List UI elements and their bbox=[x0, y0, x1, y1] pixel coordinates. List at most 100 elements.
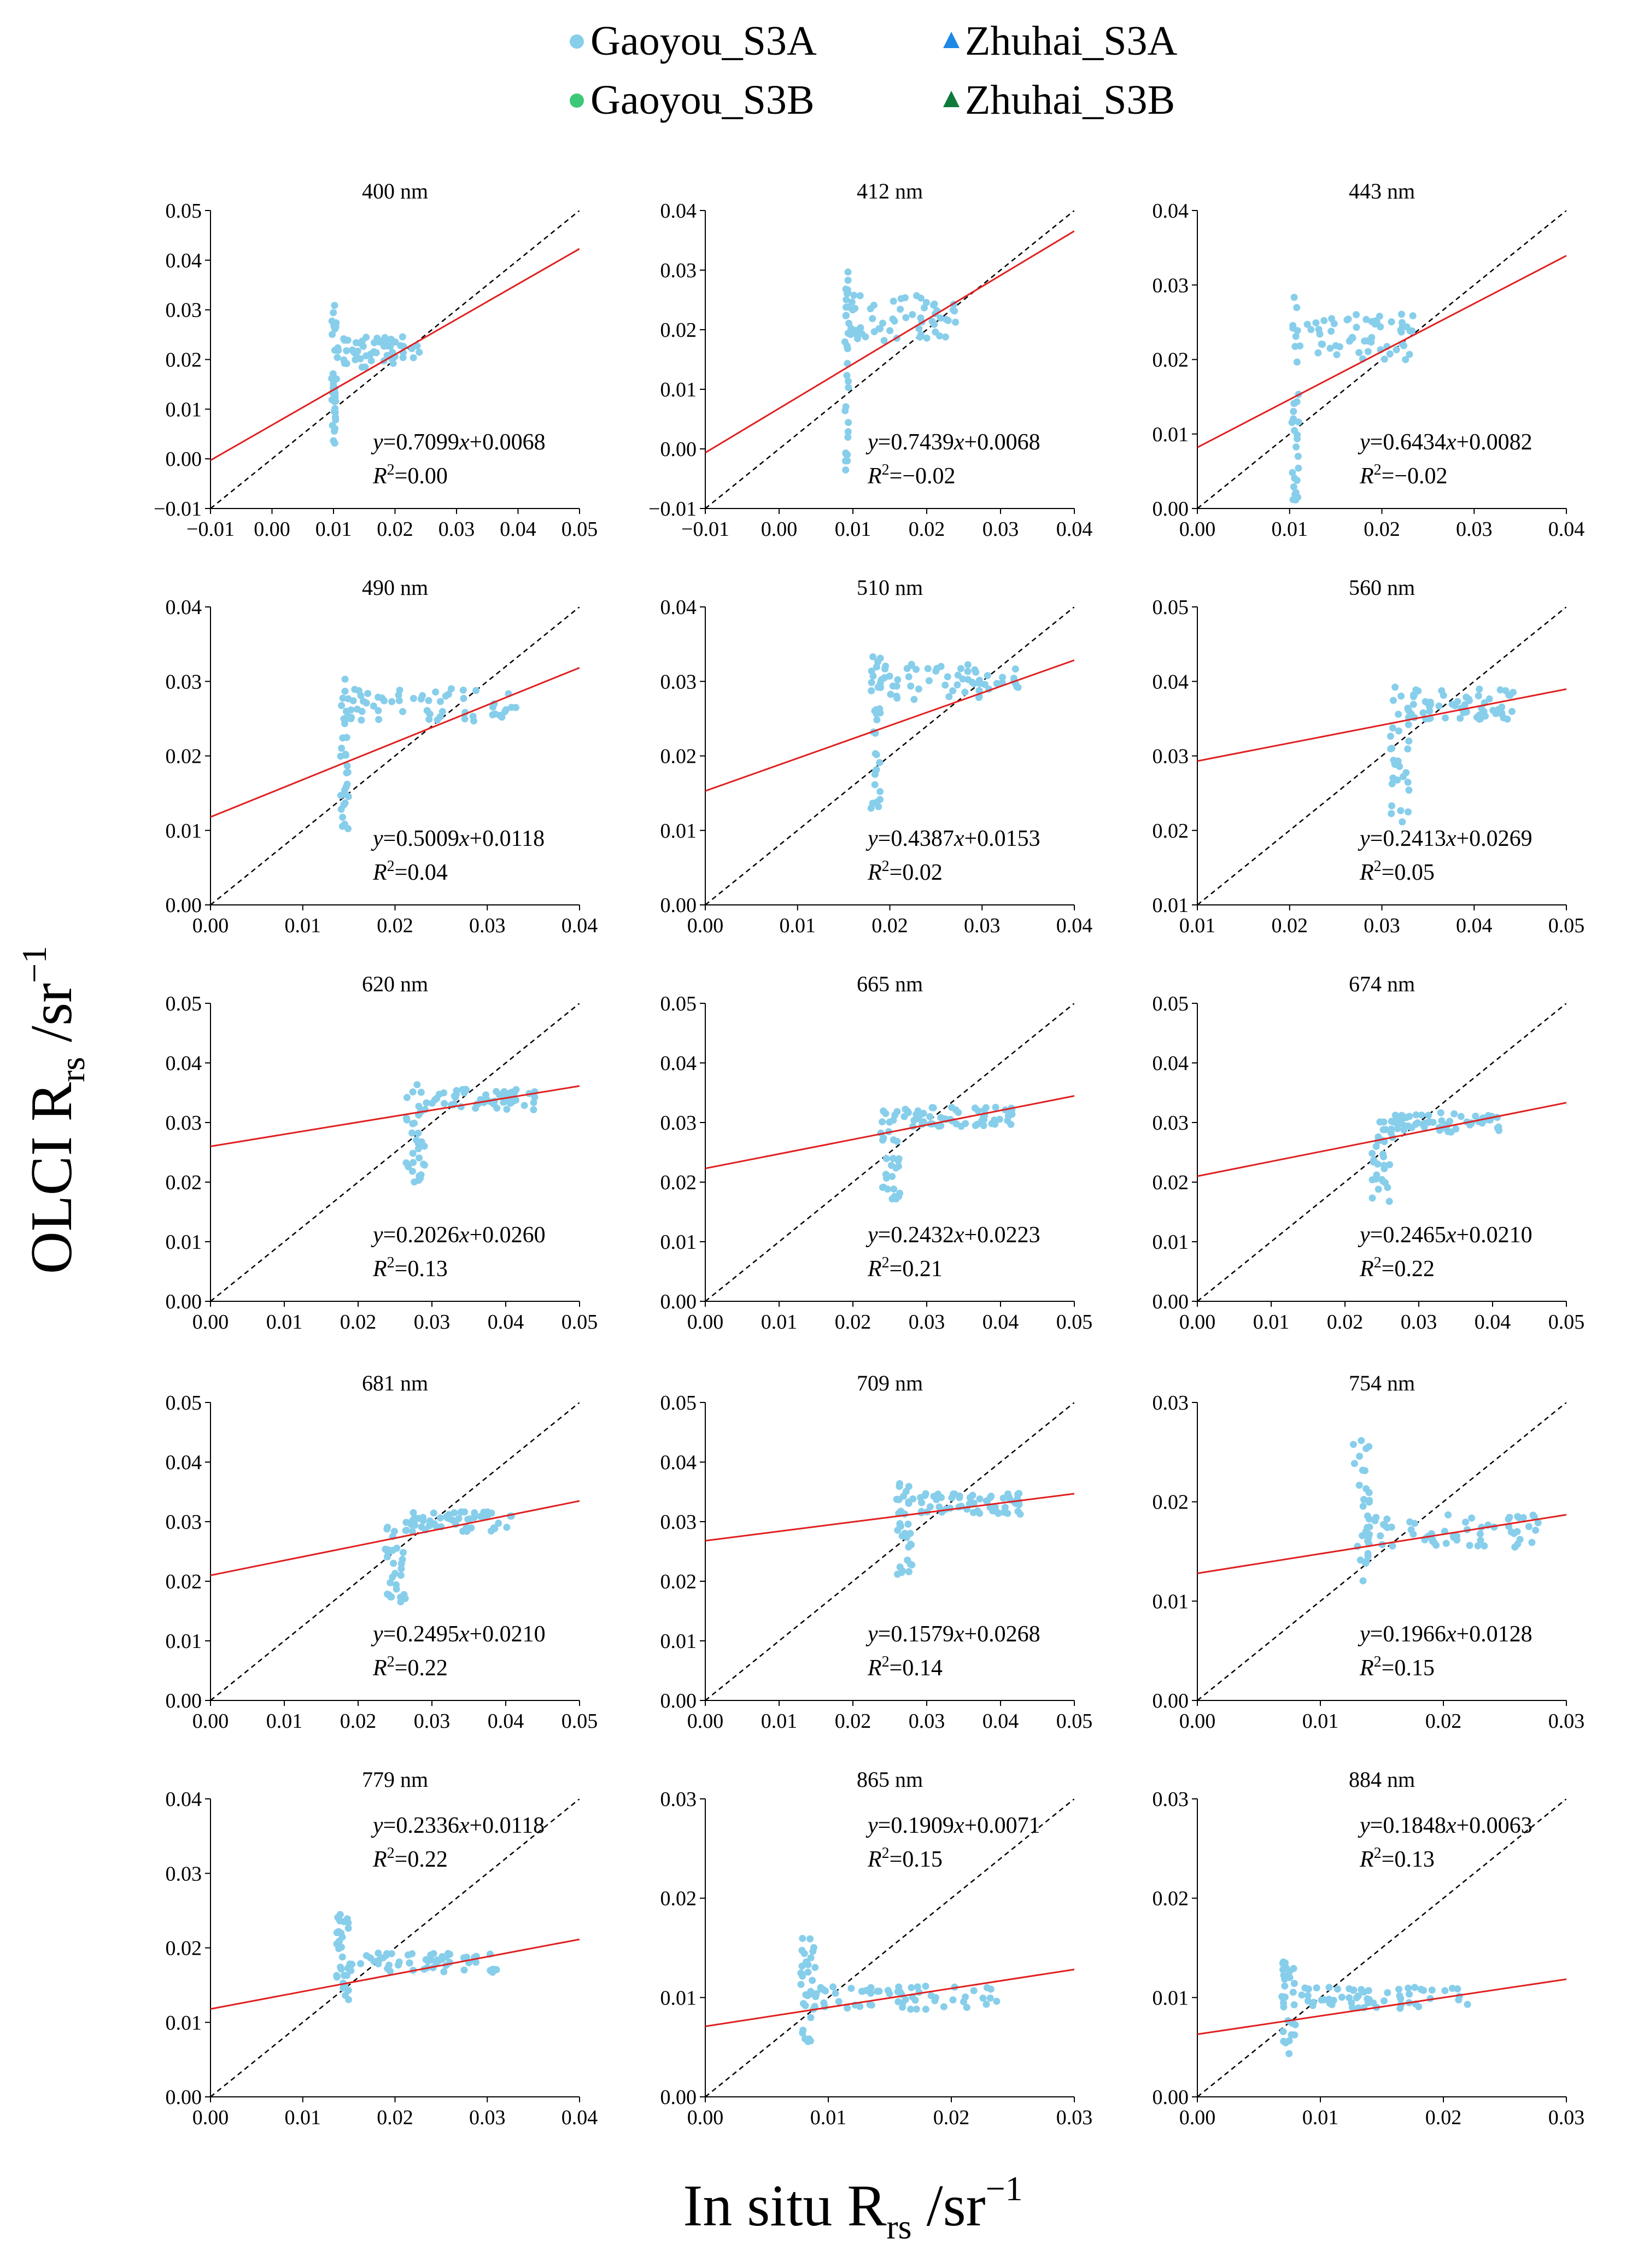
gaoyou-s3a-point bbox=[811, 1963, 819, 1971]
gaoyou-s3a-point bbox=[1325, 1984, 1333, 1991]
regression-line bbox=[705, 1095, 1074, 1170]
gaoyou-s3a-point bbox=[1454, 698, 1461, 705]
gaoyou-s3a-point bbox=[904, 1521, 912, 1528]
gaoyou-s3b-point bbox=[0, 0, 4, 4]
gaoyou-s3a-point bbox=[334, 354, 341, 361]
gaoyou-s3a-point bbox=[894, 1570, 901, 1578]
gaoyou-s3a-point bbox=[896, 1483, 903, 1490]
legend-item-zhuhai-s3a: Zhuhai_S3A bbox=[943, 18, 1178, 64]
gaoyou-s3a-point bbox=[1350, 1460, 1358, 1468]
gaoyou-s3a-point bbox=[894, 1527, 902, 1534]
gaoyou-s3a-point bbox=[1371, 320, 1379, 328]
x-tick-label: 0.03 bbox=[982, 518, 1019, 541]
gaoyou-s3a-point bbox=[1380, 1521, 1387, 1528]
gaoyou-s3b-point bbox=[0, 0, 4, 4]
gaoyou-s3a-point bbox=[417, 695, 425, 703]
gaoyou-s3b-point bbox=[0, 0, 4, 4]
x-tick-label: 0.04 bbox=[1056, 518, 1093, 541]
one-to-one-line bbox=[210, 1003, 580, 1301]
gaoyou-s3a-point bbox=[1313, 1984, 1320, 1992]
gaoyou-s3a-point bbox=[981, 681, 989, 688]
gaoyou-s3a-point bbox=[1442, 1540, 1450, 1547]
gaoyou-s3a-point bbox=[1364, 1550, 1372, 1557]
gaoyou-s3a-point bbox=[343, 769, 350, 776]
gaoyou-s3b-point bbox=[0, 0, 4, 4]
x-tick-label: 0.02 bbox=[835, 1311, 872, 1334]
gaoyou-s3a-point bbox=[331, 440, 338, 447]
gaoyou-s3a-point bbox=[880, 1134, 887, 1142]
panel-title: 412 nm bbox=[857, 179, 923, 203]
gaoyou-s3a-point bbox=[896, 1563, 904, 1571]
gaoyou-s3a-point bbox=[933, 664, 941, 672]
gaoyou-s3b-point bbox=[0, 0, 4, 4]
gaoyou-s3a-point bbox=[907, 2006, 915, 2013]
plot-area bbox=[0, 0, 580, 2097]
gaoyou-s3a-point bbox=[993, 1997, 1001, 2005]
gaoyou-s3a-point bbox=[433, 1095, 441, 1102]
gaoyou-s3a-point bbox=[804, 1968, 812, 1976]
gaoyou-s3a-point bbox=[844, 268, 852, 276]
gaoyou-s3a-point bbox=[1466, 1542, 1473, 1549]
gaoyou-s3a-point bbox=[344, 1919, 352, 1927]
y-axis-label-main: OLCI R bbox=[19, 1082, 84, 1274]
gaoyou-s3a-point bbox=[812, 1990, 820, 1997]
panel-title: 709 nm bbox=[857, 1371, 923, 1395]
gaoyou-s3a-point bbox=[329, 370, 337, 378]
gaoyou-s3b-point bbox=[0, 0, 4, 4]
gaoyou-s3b-point bbox=[0, 0, 4, 4]
gaoyou-s3b-series bbox=[0, 0, 4, 4]
gaoyou-s3a-point bbox=[1279, 1994, 1286, 2002]
gaoyou-s3a-point bbox=[1519, 1514, 1527, 1522]
gaoyou-s3a-point bbox=[409, 1149, 417, 1157]
gaoyou-s3a-point bbox=[1291, 400, 1299, 407]
r-squared: R2=−0.02 bbox=[1359, 461, 1448, 489]
gaoyou-s3a-point bbox=[901, 294, 909, 301]
gaoyou-s3a-point bbox=[1409, 312, 1417, 319]
gaoyou-s3b-point bbox=[0, 0, 4, 4]
gaoyou-s3a-point bbox=[946, 1504, 954, 1512]
gaoyou-s3a-point bbox=[339, 694, 347, 702]
gaoyou-s3a-point bbox=[848, 298, 856, 306]
gaoyou-s3a-point bbox=[1290, 294, 1298, 301]
gaoyou-s3a-point bbox=[1372, 1175, 1380, 1183]
gaoyou-s3a-point bbox=[921, 1492, 929, 1499]
gaoyou-s3a-point bbox=[500, 1098, 507, 1106]
gaoyou-s3b-point bbox=[0, 0, 4, 4]
gaoyou-s3a-point bbox=[401, 1595, 409, 1602]
panel-title: 884 nm bbox=[1349, 1767, 1415, 1792]
regression-line bbox=[705, 230, 1074, 454]
gaoyou-s3a-point bbox=[480, 1509, 488, 1516]
gaoyou-s3b-point bbox=[0, 0, 4, 4]
gaoyou-s3a-point bbox=[1298, 1991, 1306, 1999]
gaoyou-s3b-point bbox=[0, 0, 4, 4]
gaoyou-s3b-point bbox=[0, 0, 4, 4]
gaoyou-s3a-point bbox=[1288, 419, 1296, 426]
gaoyou-s3a-point bbox=[428, 1956, 435, 1964]
x-tick-label: 0.02 bbox=[909, 518, 945, 541]
plot-area bbox=[210, 1402, 580, 1700]
y-axis-label-sub: rs bbox=[53, 1057, 92, 1082]
y-tick-label: 0.02 bbox=[660, 319, 697, 342]
regression-line bbox=[705, 1493, 1074, 1542]
gaoyou-s3a-point bbox=[1513, 1528, 1521, 1535]
gaoyou-s3a-point bbox=[976, 676, 983, 684]
gaoyou-s3a-point bbox=[913, 665, 920, 673]
x-tick-label: 0.02 bbox=[377, 2106, 413, 2129]
x-tick-label: 0.01 bbox=[266, 1710, 303, 1733]
y-tick-label: 0.03 bbox=[1153, 1392, 1189, 1414]
gaoyou-s3a-point bbox=[845, 384, 852, 391]
plot-area bbox=[0, 0, 1566, 905]
y-tick-label: 0.03 bbox=[166, 1862, 202, 1885]
x-tick-label: 0.04 bbox=[488, 1710, 524, 1733]
gaoyou-s3a-point bbox=[890, 1155, 897, 1162]
gaoyou-s3a-point bbox=[1477, 1536, 1484, 1544]
y-tick-label: 0.05 bbox=[1153, 992, 1189, 1015]
gaoyou-s3a-point bbox=[841, 457, 849, 465]
x-tick-label: 0.05 bbox=[1056, 1710, 1093, 1733]
gaoyou-s3a-point bbox=[798, 1962, 806, 1970]
gaoyou-s3a-point bbox=[1007, 1121, 1015, 1128]
gaoyou-s3a-point bbox=[1391, 761, 1399, 768]
gaoyou-s3a-point bbox=[399, 1548, 407, 1556]
gaoyou-s3a-series bbox=[337, 675, 519, 832]
gaoyou-s3b-series bbox=[0, 0, 4, 4]
